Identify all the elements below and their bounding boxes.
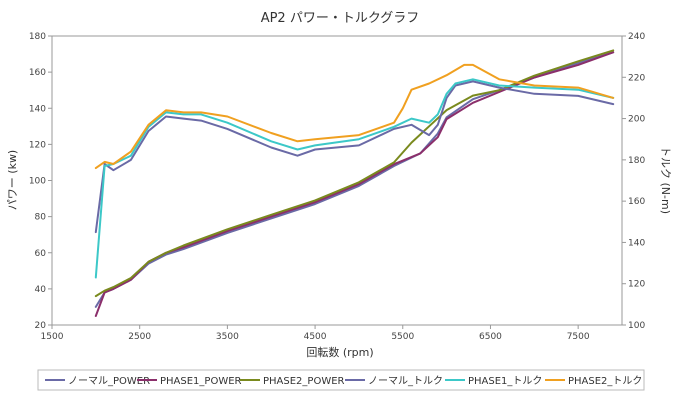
x-tick-label: 5500: [391, 332, 414, 342]
series-line-PHASE1_POWER: [94, 51, 615, 317]
y-left-tick-label: 160: [29, 68, 46, 78]
x-tick-label: 1500: [41, 332, 64, 342]
y-right-tick-label: 160: [628, 197, 645, 207]
y-left-tick-label: 20: [35, 321, 47, 331]
y-axis-right-title: トルク (N-m): [659, 146, 672, 214]
y-right-tick-label: 220: [628, 73, 645, 83]
x-tick-label: 7500: [567, 332, 590, 342]
series-line-PHASE1_トルク: [94, 78, 615, 279]
x-axis-title: 回転数 (rpm): [306, 346, 373, 359]
legend-label: PHASE2_POWER: [263, 376, 345, 387]
legend-label: PHASE2_トルク: [568, 375, 642, 387]
y-left-tick-label: 120: [29, 140, 46, 150]
x-tick-label: 6500: [479, 332, 502, 342]
y-left-tick-label: 40: [35, 285, 47, 295]
chart-title: AP2 パワー・トルクグラフ: [261, 11, 420, 26]
legend-label: ノーマル_POWER: [68, 376, 150, 387]
y-left-tick-label: 180: [29, 32, 46, 42]
series-line-PHASE2_トルク: [94, 63, 615, 170]
series-line-PHASE2_POWER: [94, 49, 615, 298]
legend-label: PHASE1_トルク: [468, 375, 542, 387]
y-right-tick-label: 180: [628, 156, 645, 166]
y-right-tick-label: 200: [628, 115, 645, 125]
legend-label: ノーマル_トルク: [368, 375, 443, 387]
legend: ノーマル_POWER PHASE1_POWER PHASE2_POWER ノーマル_ト…: [37, 369, 645, 391]
y-axis-left-title: パワー (kw): [6, 150, 19, 210]
x-tick-label: 3500: [216, 332, 239, 342]
y-right-tick-label: 240: [628, 32, 645, 42]
y-left-tick-label: 80: [35, 213, 47, 223]
legend-box: [37, 369, 645, 391]
y-right-tick-label: 120: [628, 280, 645, 290]
series-line-ノーマル_トルク: [94, 80, 615, 234]
x-tick-label: 2500: [128, 332, 151, 342]
y-left-tick-label: 60: [35, 249, 47, 259]
plot-area: [51, 35, 623, 326]
y-left-tick-label: 140: [29, 104, 46, 114]
y-right-tick-label: 140: [628, 238, 645, 248]
y-left-tick-label: 100: [29, 177, 46, 187]
legend-label: PHASE1_POWER: [160, 376, 242, 387]
y-right-tick-label: 100: [628, 321, 645, 331]
x-tick-label: 4500: [304, 332, 327, 342]
